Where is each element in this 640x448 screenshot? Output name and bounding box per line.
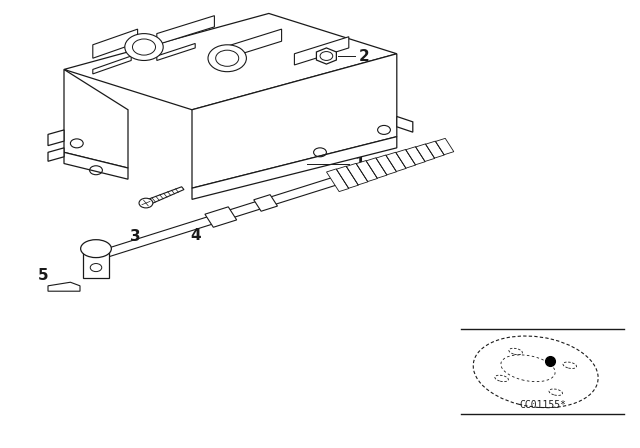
Ellipse shape: [81, 240, 111, 258]
Circle shape: [139, 198, 153, 208]
Polygon shape: [416, 144, 435, 161]
Text: CC01155*: CC01155*: [519, 400, 566, 410]
Polygon shape: [48, 130, 64, 146]
Circle shape: [132, 39, 156, 55]
Polygon shape: [83, 249, 109, 278]
Polygon shape: [253, 194, 278, 211]
Polygon shape: [426, 141, 444, 158]
Circle shape: [125, 34, 163, 60]
Polygon shape: [93, 29, 138, 58]
Text: 3: 3: [131, 229, 141, 244]
Polygon shape: [157, 16, 214, 45]
Polygon shape: [64, 13, 397, 110]
Polygon shape: [227, 29, 282, 58]
Polygon shape: [64, 152, 128, 179]
Polygon shape: [366, 158, 387, 178]
Circle shape: [320, 52, 333, 60]
Polygon shape: [48, 148, 64, 161]
Polygon shape: [294, 37, 349, 65]
Polygon shape: [64, 69, 128, 168]
Polygon shape: [142, 187, 184, 206]
Polygon shape: [48, 282, 80, 291]
Text: 1: 1: [354, 156, 364, 171]
Polygon shape: [346, 164, 368, 185]
Polygon shape: [435, 138, 454, 155]
Polygon shape: [386, 152, 406, 172]
Polygon shape: [205, 207, 237, 227]
Polygon shape: [396, 150, 415, 168]
Polygon shape: [376, 155, 397, 175]
Polygon shape: [316, 48, 337, 64]
Polygon shape: [337, 166, 358, 188]
Polygon shape: [192, 137, 397, 199]
Text: 2: 2: [358, 48, 369, 64]
Circle shape: [216, 50, 239, 66]
Polygon shape: [326, 169, 349, 192]
Polygon shape: [93, 56, 131, 74]
Text: 5: 5: [38, 268, 49, 283]
Text: 4: 4: [190, 228, 200, 243]
Polygon shape: [157, 43, 195, 60]
Circle shape: [208, 45, 246, 72]
Polygon shape: [192, 54, 397, 188]
Polygon shape: [356, 160, 378, 181]
Polygon shape: [397, 116, 413, 132]
Polygon shape: [406, 146, 425, 165]
